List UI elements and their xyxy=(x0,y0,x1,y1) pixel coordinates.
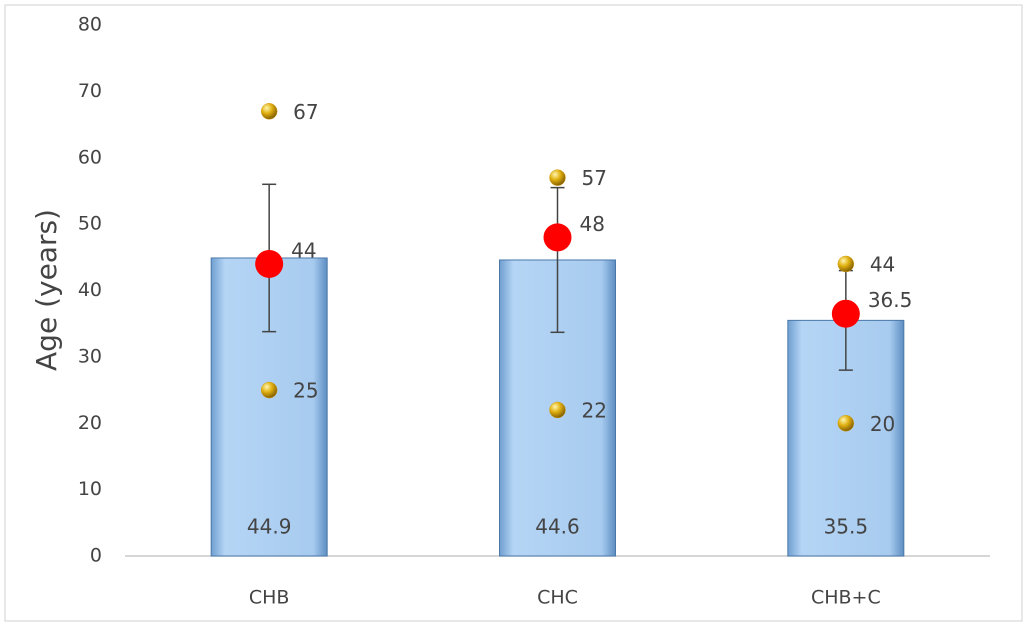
data-label: 36.5 xyxy=(868,288,913,312)
median-dot xyxy=(831,299,860,328)
bar-label: 44.6 xyxy=(535,515,580,539)
x-tick-label: CHC xyxy=(537,587,578,609)
range-dot xyxy=(549,169,566,186)
y-tick-label: 50 xyxy=(78,213,102,235)
error-bar xyxy=(550,186,565,334)
y-tick-label: 70 xyxy=(78,80,102,102)
y-tick-label: 60 xyxy=(78,146,102,168)
data-label: 44 xyxy=(291,238,316,262)
x-tick-label: CHB+C xyxy=(811,587,881,609)
y-tick-label: 80 xyxy=(78,14,102,36)
frame xyxy=(4,4,1023,622)
median-dot xyxy=(255,249,284,278)
bar-label: 44.9 xyxy=(247,515,292,539)
y-tick-label: 30 xyxy=(78,345,102,367)
median-dot xyxy=(543,223,572,252)
range-dot xyxy=(260,381,278,399)
range-dot xyxy=(549,401,566,419)
x-tick-label: CHB xyxy=(249,587,290,609)
data-label: 67 xyxy=(293,100,318,124)
data-label: 25 xyxy=(293,379,318,403)
data-label: 22 xyxy=(582,398,607,422)
y-tick-label: 0 xyxy=(90,545,102,567)
data-label: 44 xyxy=(870,252,895,276)
range-dot xyxy=(837,255,855,273)
y-tick-label: 10 xyxy=(78,478,102,500)
y-tick-label: 20 xyxy=(78,412,102,434)
data-label: 48 xyxy=(580,212,605,236)
y-axis-label: Age (years) xyxy=(30,209,63,371)
range-dot xyxy=(260,103,278,120)
range-dot xyxy=(837,415,855,432)
data-label: 57 xyxy=(582,166,607,190)
y-tick-label: 40 xyxy=(78,279,102,301)
bar-label: 35.5 xyxy=(824,515,869,539)
data-label: 20 xyxy=(870,412,895,436)
